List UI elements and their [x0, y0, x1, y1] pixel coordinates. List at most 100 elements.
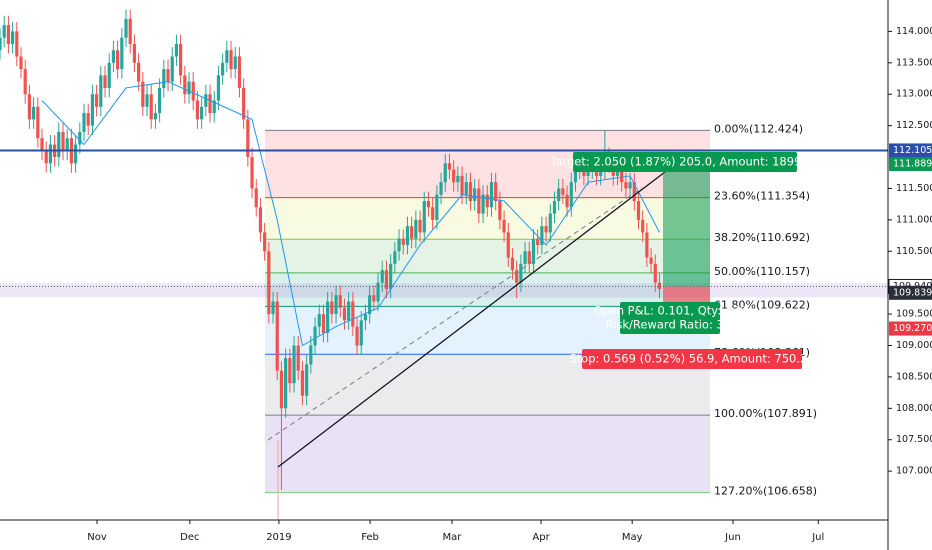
candle-body [208, 94, 212, 114]
candle-body [279, 370, 284, 409]
candle-body [166, 69, 170, 82]
candle-body [443, 163, 447, 183]
candle-body [90, 94, 95, 126]
candle-body [439, 182, 443, 195]
candle-body [195, 100, 200, 120]
candle-body [523, 251, 527, 264]
candle-body [237, 56, 242, 88]
candle-body [128, 18, 132, 44]
candle-body [519, 263, 523, 283]
candle-body [510, 257, 515, 271]
candle-body [187, 81, 191, 95]
y-tick-label: 112.500 [896, 120, 932, 131]
candle-body [410, 226, 414, 239]
candle-body [132, 43, 137, 63]
y-tick-label: 109.500 [896, 309, 932, 320]
fib-label: 38.20%(110.692) [714, 231, 810, 244]
candle-body [653, 263, 657, 283]
candle-body [397, 238, 401, 252]
candle-body [292, 345, 296, 384]
fib-band [265, 415, 710, 493]
candle-body [632, 182, 636, 202]
candle-body [107, 62, 111, 88]
candle-body [489, 182, 494, 208]
candle-body [174, 43, 179, 57]
y-tick-label: 111.500 [896, 183, 932, 194]
candle-body [649, 257, 653, 264]
target-box [573, 152, 797, 172]
candle-body [426, 201, 431, 208]
candle-body [141, 81, 145, 107]
candle-body [65, 138, 69, 151]
candle-body [347, 301, 351, 321]
candle-body [460, 175, 464, 195]
y-tick-label: 108.000 [896, 403, 932, 414]
y-tick-label: 109.000 [896, 340, 932, 351]
stop-box [582, 349, 802, 369]
candle-body [145, 94, 149, 107]
fib-label: 0.00%(112.424) [714, 122, 803, 135]
candle-body [452, 169, 456, 183]
drawings: Target: 2.050 (1.87%) 205.0, Amount: 189… [0, 149, 888, 520]
candle-body [586, 169, 590, 176]
stop-label: Stop: 0.569 (0.52%) 56.9, Amount: 750.21 [569, 352, 814, 366]
candle-body [464, 182, 468, 195]
candle-body [321, 314, 326, 333]
candle-body [330, 301, 334, 315]
candle-body [620, 169, 624, 183]
candle-body [216, 75, 221, 101]
candle-body [15, 31, 19, 57]
candle-body [263, 232, 267, 252]
candle-body [506, 232, 510, 258]
price-label-box [889, 157, 932, 172]
candle-body [599, 169, 603, 176]
y-tick-label: 107.500 [896, 434, 932, 445]
candle-body [124, 18, 128, 38]
candle-body [641, 219, 645, 233]
candle-body [422, 201, 426, 233]
candle-body [494, 182, 498, 202]
y-tick-label: 108.500 [896, 371, 932, 382]
candle-body [116, 50, 120, 70]
candle-body [645, 232, 649, 258]
candle-body [200, 106, 204, 120]
candle-body [153, 113, 158, 120]
candle-body [565, 194, 569, 208]
candle-body [326, 301, 330, 333]
entry-zone [0, 283, 888, 298]
candle-body [573, 169, 578, 183]
candle-body [162, 69, 166, 88]
candle-body [221, 62, 225, 76]
fib-label: 100.00%(107.891) [714, 407, 817, 420]
candle-body [305, 364, 309, 396]
price-label: 111.889 [893, 159, 932, 170]
candle-body [229, 50, 233, 70]
x-tick-label: Dec [180, 532, 199, 543]
candle-body [334, 295, 338, 315]
candle-body [485, 194, 489, 208]
candle-body [569, 182, 573, 208]
pnl-label: Open P&L: 0.101, Qty: 439 [593, 304, 746, 318]
x-tick-label: Nov [87, 532, 107, 543]
candle-body [317, 314, 321, 327]
candle-body [405, 226, 410, 245]
candle-body [393, 251, 397, 264]
candle-body [498, 201, 502, 220]
candle-body [149, 94, 153, 120]
candle-body [456, 175, 460, 183]
candle-body [355, 326, 359, 346]
price-label: 109.839 [893, 287, 932, 298]
candle-body [267, 251, 271, 315]
candle-body [309, 345, 313, 365]
candle-body [179, 43, 183, 76]
candle-body [548, 213, 552, 233]
candle-body [0, 37, 2, 51]
candle-body [342, 307, 347, 321]
price-label: 109.270 [893, 323, 932, 334]
candle-body [531, 238, 536, 264]
y-tick-label: 107.000 [896, 466, 932, 477]
candle-body [57, 131, 61, 158]
candle-body [431, 207, 435, 220]
time-axis-bg [0, 520, 888, 550]
